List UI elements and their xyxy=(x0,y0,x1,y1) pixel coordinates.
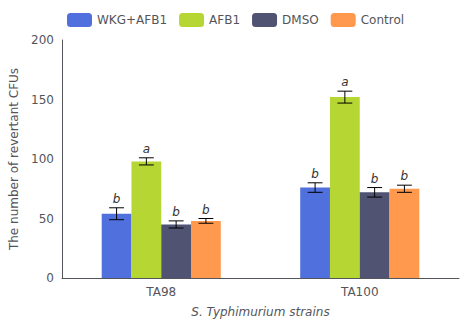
svg-text:TA98: TA98 xyxy=(145,285,176,299)
svg-text:50: 50 xyxy=(39,212,54,226)
svg-text:b: b xyxy=(371,172,379,186)
svg-text:150: 150 xyxy=(31,93,54,107)
svg-text:b: b xyxy=(113,192,121,206)
svg-text:AFB1: AFB1 xyxy=(209,13,240,27)
svg-text:a: a xyxy=(341,75,348,89)
svg-text:200: 200 xyxy=(31,33,54,47)
svg-text:The number of revertant CFUs: The number of revertant CFUs xyxy=(7,68,21,251)
svg-text:b: b xyxy=(401,169,409,183)
svg-text:DMSO: DMSO xyxy=(282,13,319,27)
svg-text:WKG+AFB1: WKG+AFB1 xyxy=(97,13,167,27)
svg-text:Control: Control xyxy=(361,13,404,27)
svg-text:TA100: TA100 xyxy=(340,285,379,299)
svg-text:b: b xyxy=(311,167,319,181)
svg-text:0: 0 xyxy=(46,271,54,285)
svg-text:100: 100 xyxy=(31,152,54,166)
svg-text:S. Typhimurium strains: S. Typhimurium strains xyxy=(191,305,329,319)
svg-text:b: b xyxy=(172,205,180,219)
svg-text:a: a xyxy=(143,142,150,156)
svg-text:b: b xyxy=(202,203,210,217)
